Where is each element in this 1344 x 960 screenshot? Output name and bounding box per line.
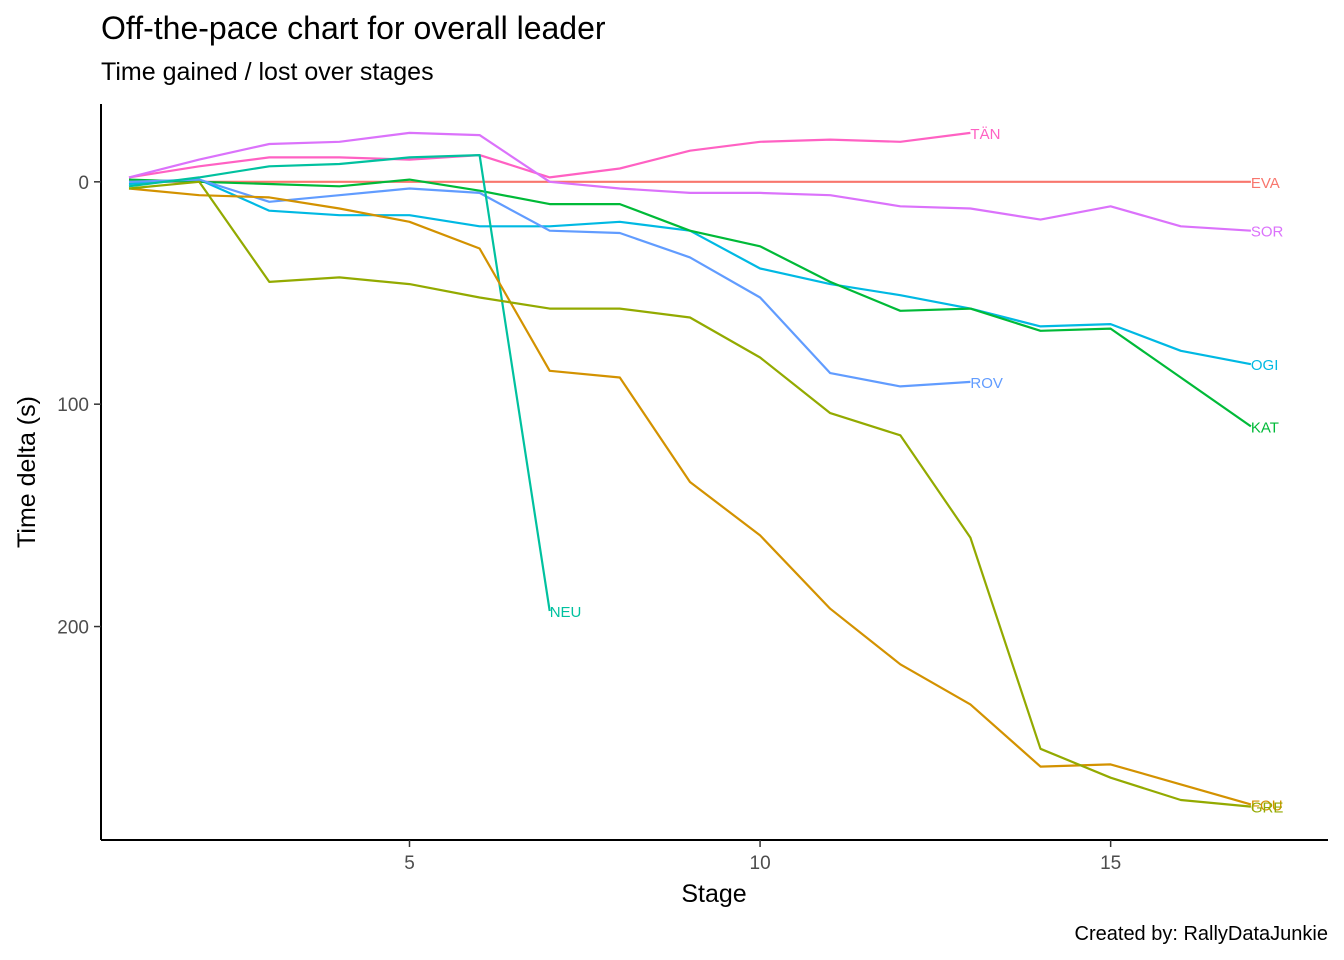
x-tick-label: 5 — [404, 853, 415, 874]
series-lines — [128, 131, 1252, 808]
x-axis-title: Stage — [681, 880, 746, 908]
series-line-sor — [128, 131, 1251, 232]
series-line-neu — [128, 154, 551, 612]
y-tick-label: 200 — [57, 618, 89, 639]
series-end-label: ROV — [970, 375, 1003, 392]
series-line-kat — [128, 178, 1252, 428]
caption: Created by: RallyDataJunkie — [1074, 923, 1328, 945]
series-end-label: KAT — [1251, 419, 1279, 436]
series-line-gre — [128, 180, 1252, 808]
x-tick-label: 10 — [750, 853, 771, 874]
series-end-label: SOR — [1251, 224, 1284, 241]
y-axis-title: Time delta (s) — [13, 396, 41, 548]
y-tick-label: 0 — [78, 173, 89, 194]
series-line-fou — [128, 187, 1252, 806]
series-line-tän — [128, 131, 971, 179]
axes: 5 10 15 0 100 200 — [57, 104, 1328, 874]
series-end-label: NEU — [550, 604, 582, 621]
y-tick-label: 100 — [57, 395, 89, 416]
series-end-label: TÄN — [970, 126, 1000, 143]
series-end-label: EVA — [1251, 175, 1280, 192]
series-end-label: FOU — [1251, 797, 1283, 814]
series-line-ogi — [128, 178, 1252, 366]
chart-subtitle: Time gained / lost over stages — [101, 58, 434, 86]
series-end-label: OGI — [1251, 357, 1279, 374]
x-tick-label: 15 — [1100, 853, 1121, 874]
series-end-label: GRE — [1251, 800, 1284, 817]
chart-title: Off-the-pace chart for overall leader — [101, 10, 606, 46]
series-line-rov — [128, 178, 971, 388]
